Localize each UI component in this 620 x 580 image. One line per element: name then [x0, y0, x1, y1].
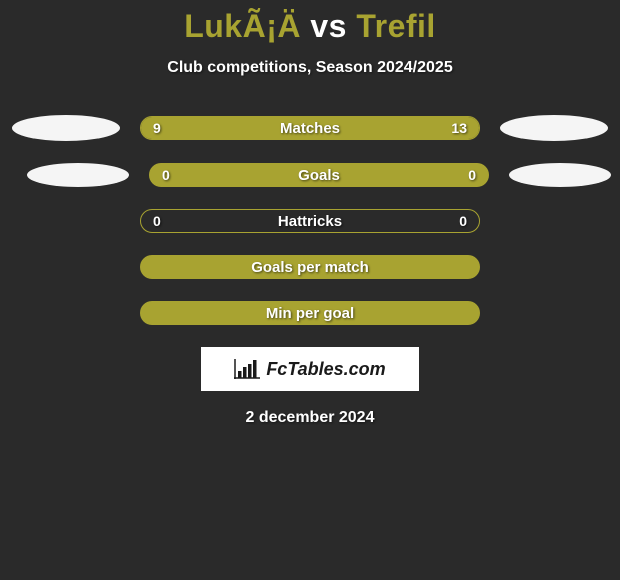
- fill-left: [141, 117, 279, 139]
- stat-row-mpg: Min per goal: [0, 301, 620, 325]
- stat-value-left: 9: [153, 120, 161, 136]
- stat-row-matches: 9 Matches 13: [0, 115, 620, 141]
- player1-name: LukÃ¡Ä: [184, 8, 301, 44]
- stat-label: Goals: [298, 167, 340, 184]
- stat-label: Min per goal: [266, 305, 354, 322]
- stat-pill-hattricks: 0 Hattricks 0: [140, 209, 480, 233]
- stat-value-right: 0: [468, 167, 476, 183]
- player1-badge: [12, 115, 120, 141]
- stat-pill-goals: 0 Goals 0: [149, 163, 489, 187]
- stat-pill-mpg: Min per goal: [140, 301, 480, 325]
- stats-container: 9 Matches 13 0 Goals 0 0 Hattricks 0 Goa…: [0, 115, 620, 325]
- stat-row-hattricks: 0 Hattricks 0: [0, 209, 620, 233]
- comparison-title: LukÃ¡Ä vs Trefil: [0, 0, 620, 45]
- date-text: 2 december 2024: [0, 409, 620, 427]
- stat-value-right: 13: [451, 120, 467, 136]
- stat-pill-matches: 9 Matches 13: [140, 116, 480, 140]
- bar-chart-icon: [234, 359, 260, 379]
- stat-pill-gpm: Goals per match: [140, 255, 480, 279]
- stat-value-left: 0: [153, 213, 161, 229]
- attribution-logo[interactable]: FcTables.com: [201, 347, 419, 391]
- player2-badge: [509, 163, 611, 187]
- stat-row-gpm: Goals per match: [0, 255, 620, 279]
- player2-name: Trefil: [356, 8, 435, 44]
- player1-badge: [27, 163, 129, 187]
- brand-text: FcTables.com: [266, 359, 385, 380]
- stat-row-goals: 0 Goals 0: [0, 163, 620, 187]
- stat-label: Goals per match: [251, 259, 369, 276]
- stat-label: Matches: [280, 120, 340, 137]
- stat-label: Hattricks: [278, 213, 342, 230]
- vs-text: vs: [310, 8, 347, 44]
- subtitle: Club competitions, Season 2024/2025: [0, 59, 620, 77]
- stat-value-left: 0: [162, 167, 170, 183]
- player2-badge: [500, 115, 608, 141]
- stat-value-right: 0: [459, 213, 467, 229]
